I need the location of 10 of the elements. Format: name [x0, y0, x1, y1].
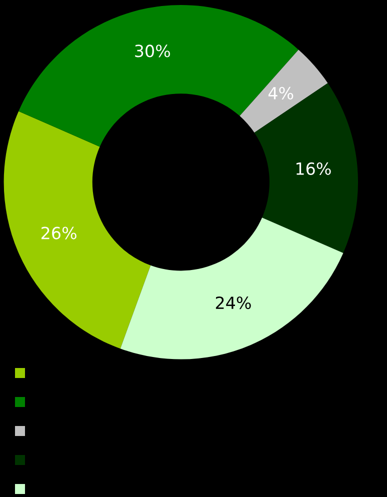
data-label: 4% [268, 86, 294, 100]
data-label: 26% [42, 226, 76, 240]
donut-slice [4, 111, 151, 349]
donut-slice [120, 218, 344, 360]
data-label: 30% [135, 44, 170, 58]
donut-slice [254, 83, 358, 254]
data-label: 16% [296, 162, 331, 175]
data-label: 24% [216, 296, 251, 310]
donut-slice [240, 50, 328, 133]
donut-slice [18, 5, 299, 147]
